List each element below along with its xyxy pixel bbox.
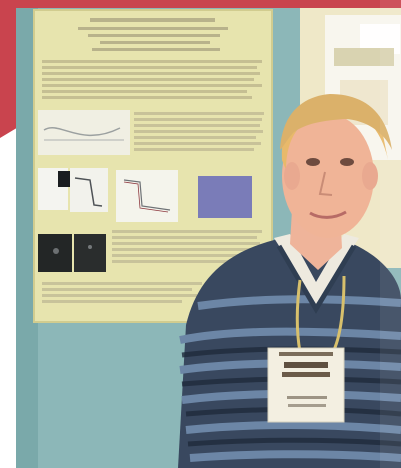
wall-shadow [16,8,38,468]
poster-title-lines [78,18,228,51]
poster-figure-5 [198,176,252,218]
poster-figure-3 [70,168,108,212]
face [282,114,374,238]
poster-micrograph-2 [74,234,106,272]
lanyard [295,275,346,353]
poster-figure-4 [116,170,178,222]
poster-abstract-text [42,60,262,99]
name-badge [267,347,345,423]
poster-figure-1 [38,110,130,155]
right-edge-shadow [380,0,401,468]
hair [280,94,392,150]
